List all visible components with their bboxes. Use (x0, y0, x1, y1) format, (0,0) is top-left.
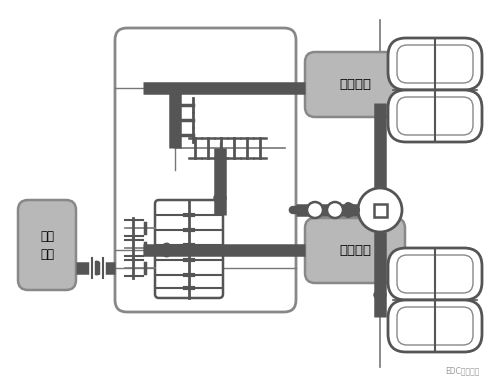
FancyBboxPatch shape (18, 200, 76, 290)
FancyBboxPatch shape (397, 45, 473, 83)
FancyBboxPatch shape (397, 307, 473, 345)
Circle shape (358, 188, 402, 232)
FancyBboxPatch shape (388, 300, 482, 352)
FancyBboxPatch shape (388, 248, 482, 300)
FancyBboxPatch shape (305, 218, 405, 283)
Text: 作业
装置: 作业 装置 (40, 229, 54, 260)
FancyBboxPatch shape (115, 28, 296, 312)
Text: 驱动电机: 驱动电机 (339, 78, 371, 91)
FancyBboxPatch shape (155, 200, 223, 298)
Text: EDC电驱未来: EDC电驱未来 (446, 366, 480, 375)
FancyBboxPatch shape (397, 255, 473, 293)
FancyBboxPatch shape (397, 97, 473, 135)
FancyBboxPatch shape (388, 38, 482, 90)
FancyBboxPatch shape (388, 90, 482, 142)
FancyBboxPatch shape (305, 52, 405, 117)
Circle shape (307, 202, 323, 218)
Text: 作业电机: 作业电机 (339, 244, 371, 257)
Circle shape (327, 202, 343, 218)
Bar (374, 204, 387, 217)
